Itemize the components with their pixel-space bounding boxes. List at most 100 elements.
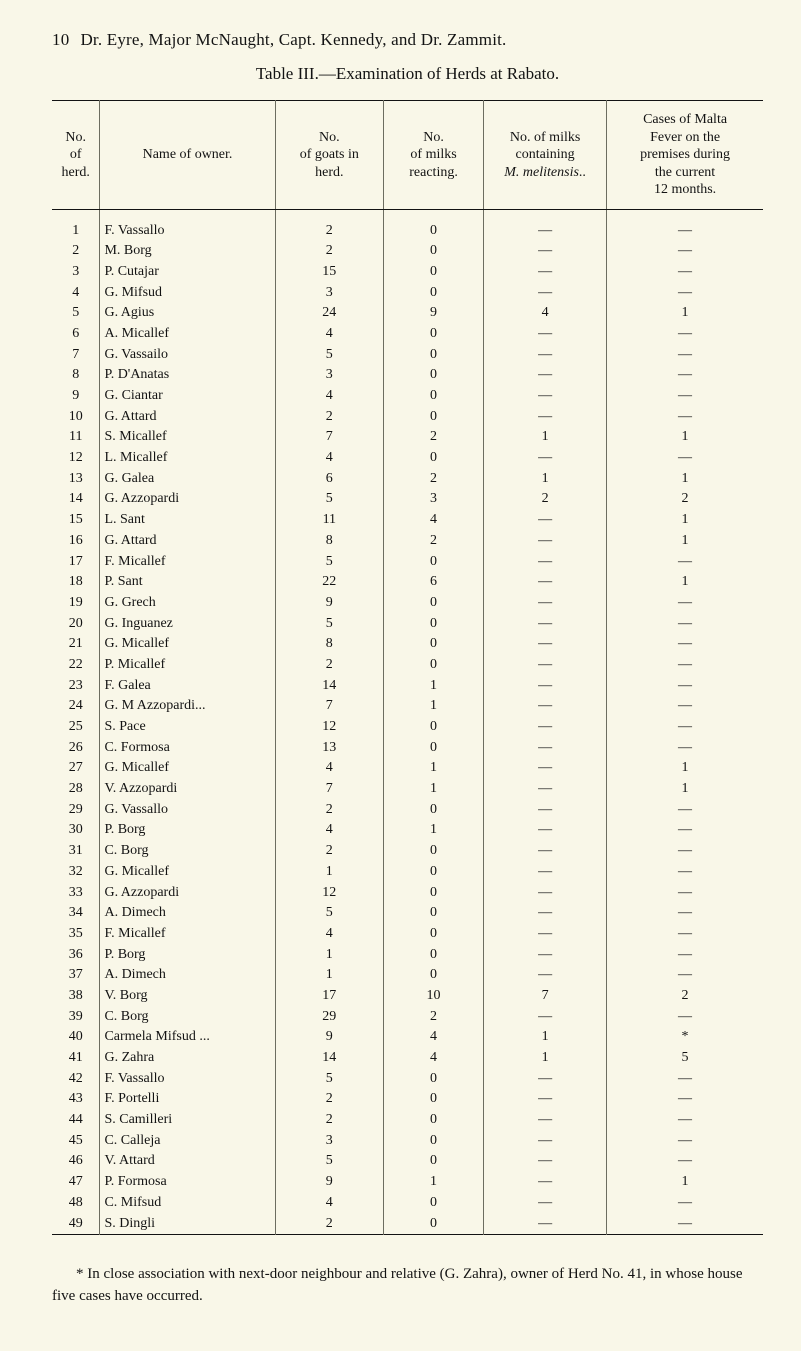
cell-idx: 35 <box>52 923 100 944</box>
col-header-milks: No.of milksreacting. <box>384 101 484 210</box>
cell-milks: 0 <box>384 241 484 262</box>
table-row: 40Carmela Mifsud ...941* <box>52 1027 763 1048</box>
table-row: 36P. Borg10—— <box>52 944 763 965</box>
cell-idx: 48 <box>52 1192 100 1213</box>
cell-cases: — <box>607 551 763 572</box>
cell-cont: — <box>484 1172 607 1193</box>
cell-cont: — <box>484 861 607 882</box>
table-row: 21G. Micallef80—— <box>52 634 763 655</box>
col-header-cases: Cases of MaltaFever on thepremises durin… <box>607 101 763 210</box>
cell-goats: 4 <box>275 385 383 406</box>
table-row: 9G. Ciantar40—— <box>52 385 763 406</box>
cell-idx: 33 <box>52 882 100 903</box>
cell-idx: 40 <box>52 1027 100 1048</box>
cell-goats: 24 <box>275 303 383 324</box>
cell-goats: 4 <box>275 923 383 944</box>
cell-cont: 1 <box>484 1027 607 1048</box>
table-row: 5G. Agius24941 <box>52 303 763 324</box>
cell-milks: 1 <box>384 820 484 841</box>
cell-idx: 10 <box>52 406 100 427</box>
cell-milks: 0 <box>384 737 484 758</box>
cell-name: F. Micallef <box>100 551 275 572</box>
cell-milks: 1 <box>384 696 484 717</box>
cell-goats: 22 <box>275 572 383 593</box>
document-page: 10 Dr. Eyre, Major McNaught, Capt. Kenne… <box>0 0 801 1348</box>
cell-goats: 4 <box>275 447 383 468</box>
table-row: 26C. Formosa130—— <box>52 737 763 758</box>
cell-name: G. Zahra <box>100 1047 275 1068</box>
cell-cont: — <box>484 1089 607 1110</box>
cell-name: P. Cutajar <box>100 261 275 282</box>
cell-goats: 15 <box>275 261 383 282</box>
table-row: 16G. Attard82—1 <box>52 530 763 551</box>
cell-name: G. Micallef <box>100 634 275 655</box>
cell-cont: — <box>484 820 607 841</box>
cell-name: S. Micallef <box>100 427 275 448</box>
cell-goats: 4 <box>275 323 383 344</box>
cell-cont: — <box>484 675 607 696</box>
cell-idx: 15 <box>52 510 100 531</box>
table-row: 34A. Dimech50—— <box>52 903 763 924</box>
cell-milks: 0 <box>384 716 484 737</box>
cell-milks: 0 <box>384 882 484 903</box>
table-row: 1F. Vassallo20—— <box>52 209 763 241</box>
table-row: 46V. Attard50—— <box>52 1151 763 1172</box>
cell-name: V. Borg <box>100 985 275 1006</box>
cell-cases: — <box>607 820 763 841</box>
cell-milks: 3 <box>384 489 484 510</box>
cell-cases: — <box>607 634 763 655</box>
table-row: 8P. D'Anatas30—— <box>52 365 763 386</box>
cell-name: S. Dingli <box>100 1213 275 1234</box>
col-header-goats: No.of goats inherd. <box>275 101 383 210</box>
cell-milks: 4 <box>384 1047 484 1068</box>
cell-cases: 1 <box>607 572 763 593</box>
cell-milks: 0 <box>384 861 484 882</box>
cell-name: G. Azzopardi <box>100 489 275 510</box>
cell-cases: — <box>607 365 763 386</box>
col-header-name: Name of owner. <box>100 101 275 210</box>
cell-cases: * <box>607 1027 763 1048</box>
cell-idx: 13 <box>52 468 100 489</box>
cell-goats: 5 <box>275 344 383 365</box>
cell-goats: 9 <box>275 592 383 613</box>
cell-cont: — <box>484 323 607 344</box>
table-row: 10G. Attard20—— <box>52 406 763 427</box>
cell-goats: 7 <box>275 427 383 448</box>
cell-goats: 5 <box>275 489 383 510</box>
table-row: 41G. Zahra14415 <box>52 1047 763 1068</box>
cell-idx: 14 <box>52 489 100 510</box>
cell-idx: 37 <box>52 965 100 986</box>
table-row: 35F. Micallef40—— <box>52 923 763 944</box>
cell-goats: 4 <box>275 1192 383 1213</box>
table-row: 13G. Galea6211 <box>52 468 763 489</box>
table-row: 14G. Azzopardi5322 <box>52 489 763 510</box>
cell-milks: 1 <box>384 1172 484 1193</box>
cell-name: S. Camilleri <box>100 1109 275 1130</box>
cell-cont: — <box>484 613 607 634</box>
cell-cont: — <box>484 406 607 427</box>
cell-goats: 2 <box>275 406 383 427</box>
cell-goats: 6 <box>275 468 383 489</box>
cell-name: L. Micallef <box>100 447 275 468</box>
cell-goats: 12 <box>275 882 383 903</box>
cell-idx: 22 <box>52 654 100 675</box>
cell-cont: — <box>484 882 607 903</box>
cell-idx: 5 <box>52 303 100 324</box>
table-row: 31C. Borg20—— <box>52 841 763 862</box>
cell-milks: 0 <box>384 344 484 365</box>
cell-name: C. Mifsud <box>100 1192 275 1213</box>
cell-cont: — <box>484 1109 607 1130</box>
cell-name: A. Dimech <box>100 965 275 986</box>
table-row: 42F. Vassallo50—— <box>52 1068 763 1089</box>
cell-idx: 2 <box>52 241 100 262</box>
cell-cases: — <box>607 1192 763 1213</box>
table-row: 33G. Azzopardi120—— <box>52 882 763 903</box>
cell-idx: 6 <box>52 323 100 344</box>
cell-cases: 1 <box>607 427 763 448</box>
cell-cases: — <box>607 406 763 427</box>
table-row: 25S. Pace120—— <box>52 716 763 737</box>
cell-milks: 0 <box>384 799 484 820</box>
cell-idx: 20 <box>52 613 100 634</box>
cell-cases: 1 <box>607 468 763 489</box>
cell-name: V. Attard <box>100 1151 275 1172</box>
